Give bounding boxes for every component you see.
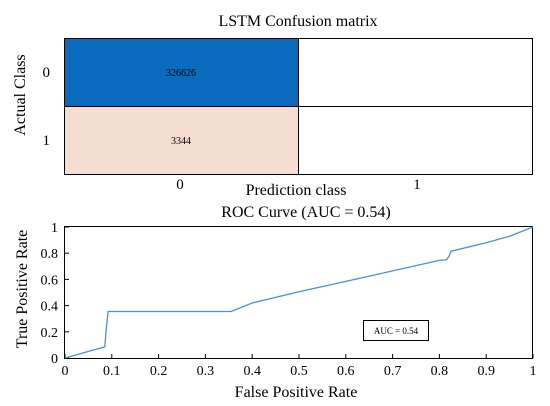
roc-y-tick-label: 1 [51, 221, 58, 236]
cm-cell-1-1 [298, 106, 533, 175]
cm-title: LSTM Confusion matrix [218, 13, 377, 30]
cm-cell-label: 3344 [171, 136, 191, 147]
roc-y-tick-label: 0.6 [41, 273, 59, 288]
auc-annotation-box [363, 320, 429, 341]
roc-x-tick-label: 0.3 [197, 364, 215, 379]
roc-xlabel: False Positive Rate [235, 384, 358, 401]
confusion-matrix: LSTM Confusion matrix Actual Class 32662… [12, 13, 533, 199]
roc-x-tick-label: 0.8 [431, 364, 449, 379]
cm-ylabel: Actual Class [12, 54, 29, 135]
cm-y-tick-label: 1 [43, 133, 51, 149]
roc-x-tick-label: 0.4 [243, 364, 261, 379]
roc-x-tick-label: 0.1 [103, 364, 121, 379]
roc-series-line [64, 226, 534, 359]
roc-y-tick-label: 0.2 [41, 326, 59, 341]
roc-x-tick-label: 0.6 [337, 364, 355, 379]
cm-cell-1-0 [64, 106, 299, 175]
cm-cell-label: 326626 [166, 68, 196, 79]
roc-y-tick-label: 0 [51, 352, 58, 367]
cm-y-tick-label: 0 [43, 65, 51, 81]
auc-annotation-text: AUC = 0.54 [374, 326, 419, 336]
roc-x-tick-label: 0.9 [477, 364, 495, 379]
cm-x-tick-label: 0 [176, 177, 184, 193]
cm-cell-0-1 [298, 38, 533, 107]
roc-title: ROC Curve (AUC = 0.54) [221, 204, 390, 221]
cm-xlabel: Prediction class [246, 182, 347, 199]
roc-x-tick-label: 0.7 [384, 364, 402, 379]
roc-chart: ROC Curve (AUC = 0.54) 0 0.1 0.2 0.3 0.4 0.5 0… [14, 204, 537, 401]
roc-ylabel: True Positive Rate [14, 230, 31, 349]
roc-x-tick-label: 0 [62, 364, 69, 379]
roc-x-tick-label: 0.2 [150, 364, 168, 379]
cm-cell-0-0 [64, 38, 299, 107]
cm-x-tick-label: 1 [413, 177, 421, 193]
roc-x-tick-label: 0.5 [290, 364, 308, 379]
roc-y-tick-label: 0.8 [41, 247, 59, 262]
roc-x-tick-label: 1 [530, 364, 537, 379]
roc-y-tick-label: 0.4 [41, 300, 59, 315]
